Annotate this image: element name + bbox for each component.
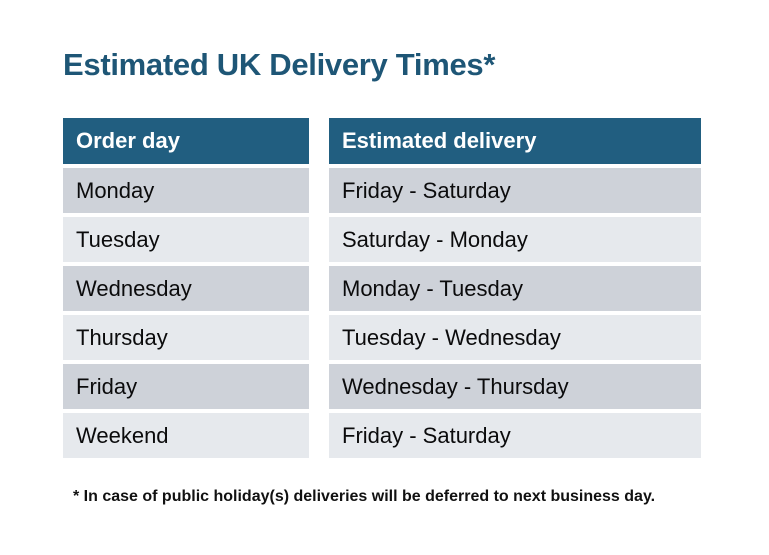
footnote: * In case of public holiday(s) deliverie… [73, 488, 656, 505]
order-day-cell: Thursday [63, 315, 309, 360]
order-day-cell: Friday [63, 364, 309, 409]
estimated-delivery-cell: Wednesday - Thursday [329, 364, 701, 409]
estimated-delivery-cell: Monday - Tuesday [329, 266, 701, 311]
estimated-delivery-cell: Tuesday - Wednesday [329, 315, 701, 360]
column-header-order-day: Order day [63, 118, 309, 164]
estimated-delivery-cell: Friday - Saturday [329, 168, 701, 213]
estimated-delivery-cell: Saturday - Monday [329, 217, 701, 262]
column-header-estimated-delivery: Estimated delivery [329, 118, 701, 164]
order-day-cell: Wednesday [63, 266, 309, 311]
order-day-cell: Weekend [63, 413, 309, 458]
estimated-delivery-cell: Friday - Saturday [329, 413, 701, 458]
page-title: Estimated UK Delivery Times* [63, 47, 496, 82]
order-day-cell: Tuesday [63, 217, 309, 262]
delivery-times-table: Order day Estimated delivery Monday Frid… [63, 118, 701, 458]
order-day-cell: Monday [63, 168, 309, 213]
